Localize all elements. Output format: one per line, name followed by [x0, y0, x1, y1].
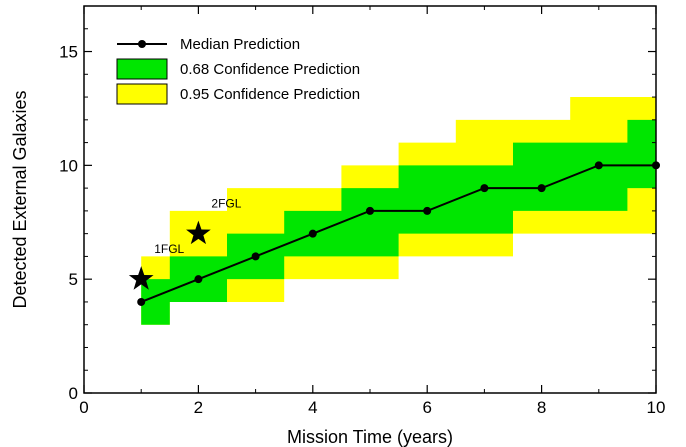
y-tick-label: 15	[59, 43, 78, 62]
x-tick-label: 6	[422, 398, 431, 417]
median-point	[594, 161, 603, 170]
median-point	[194, 275, 203, 284]
annotation-label: 2FGL	[211, 197, 241, 211]
x-tick-label: 8	[537, 398, 546, 417]
annotation-label: 1FGL	[154, 242, 184, 256]
x-tick-label: 0	[79, 398, 88, 417]
median-point	[423, 206, 432, 215]
median-point	[137, 297, 146, 306]
legend-label-median: Median Prediction	[180, 36, 300, 53]
y-tick-label: 5	[69, 270, 78, 289]
median-point	[251, 252, 260, 261]
x-tick-label: 4	[308, 398, 317, 417]
star-marker-1fgl	[128, 266, 154, 290]
band-68-confidence	[141, 119, 656, 325]
y-axis-title: Detected External Galaxies	[10, 90, 30, 308]
legend-label-68: 0.68 Confidence Prediction	[180, 61, 360, 78]
star-marker-2fgl	[186, 220, 211, 245]
median-point	[537, 184, 546, 193]
median-point	[308, 229, 317, 238]
legend-95-swatch	[116, 83, 168, 105]
legend-label-95: 0.95 Confidence Prediction	[180, 86, 360, 103]
x-tick-label: 2	[194, 398, 203, 417]
x-tick-label: 10	[647, 398, 666, 417]
y-tick-label: 0	[69, 384, 78, 403]
median-point	[480, 184, 489, 193]
legend-median-marker-swatch	[138, 40, 146, 48]
legend-68-swatch	[116, 58, 168, 80]
y-tick-label: 10	[59, 156, 78, 175]
x-axis-title: Mission Time (years)	[287, 427, 453, 447]
median-line	[140, 164, 656, 303]
median-point	[366, 206, 374, 215]
